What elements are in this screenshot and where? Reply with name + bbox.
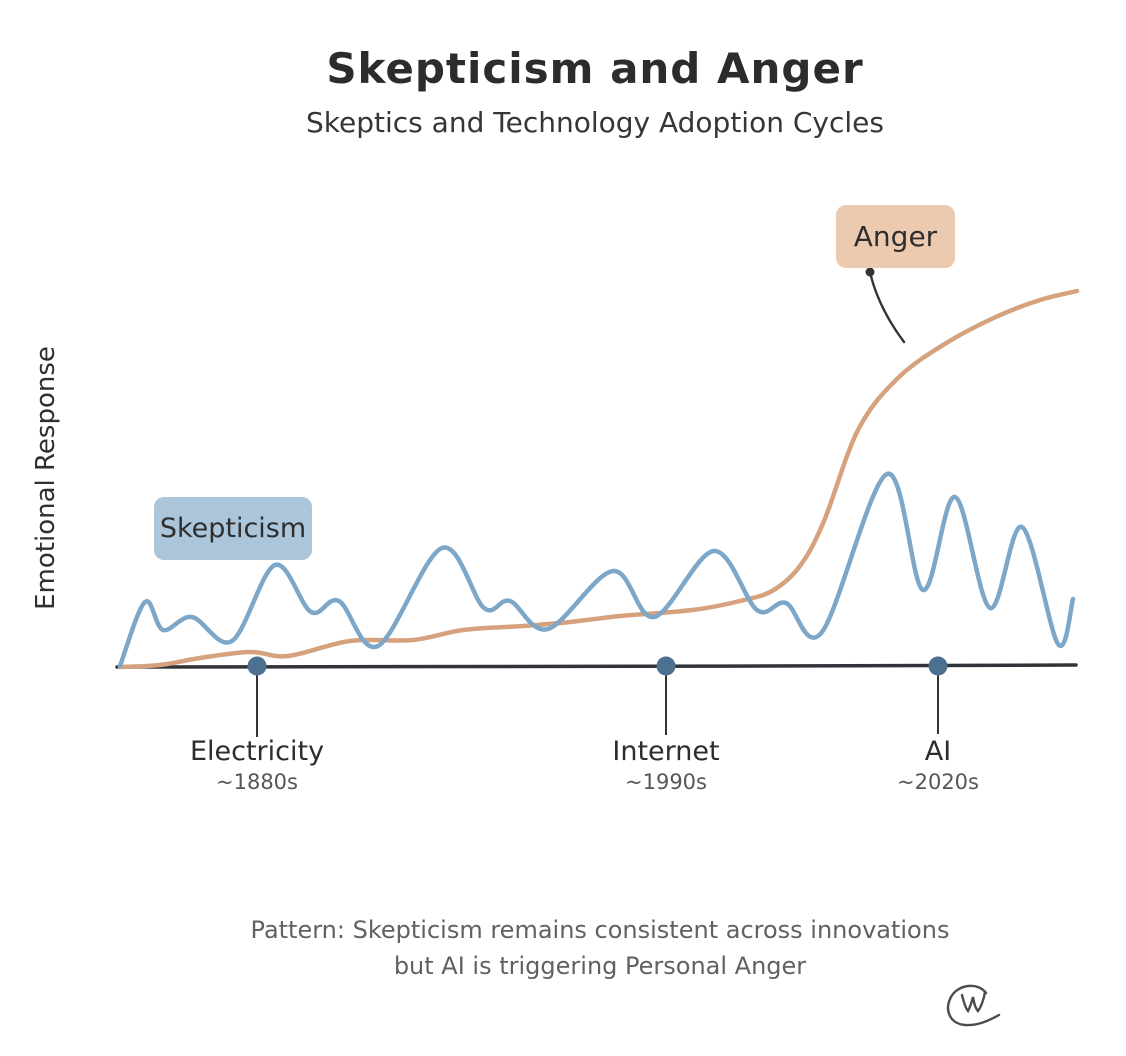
milestone-era: ~2020s: [897, 770, 979, 794]
caption-line-2: but AI is triggering Personal Anger: [393, 952, 807, 980]
milestone-era: ~1990s: [625, 770, 707, 794]
anger-curve: [117, 288, 1080, 670]
page-title: Skepticism and Anger: [326, 44, 864, 93]
pointer-line: [868, 270, 906, 344]
milestone-internet: Internet ~1990s: [612, 736, 719, 796]
signature-icon: [946, 984, 1001, 1027]
milestone-markers: [247, 656, 948, 737]
milestone-era: ~1880s: [216, 770, 298, 794]
anger-pointer-line: [865, 267, 906, 344]
anger-label-text: Anger: [853, 220, 938, 253]
skepticism-curve: [117, 471, 1076, 669]
milestone-dot: [928, 656, 948, 676]
milestone-label: Internet: [612, 736, 720, 767]
milestone-label: AI: [924, 736, 952, 767]
skepticism-label-text: Skepticism: [159, 513, 307, 544]
pointer-origin-dot: [865, 267, 875, 277]
milestone-dot: [247, 656, 267, 676]
title-block: Skepticism and Anger Skeptics and Techno…: [64, 42, 1126, 144]
milestone-label: Electricity: [189, 736, 325, 767]
anger-label-box: Anger: [836, 205, 955, 268]
skepticism-label-box: Skepticism: [154, 497, 312, 560]
pattern-caption: Pattern: Skepticism remains consistent a…: [74, 912, 1126, 984]
anger-curve-path: [117, 288, 1080, 670]
milestone-dot: [656, 656, 676, 676]
milestone-ai: AI ~2020s: [897, 736, 979, 796]
page-subtitle: Skeptics and Technology Adoption Cycles: [306, 106, 884, 139]
skepticism-curve-path: [117, 471, 1076, 669]
caption-line-1: Pattern: Skepticism remains consistent a…: [250, 916, 950, 944]
milestone-electricity: Electricity ~1880s: [190, 736, 324, 796]
